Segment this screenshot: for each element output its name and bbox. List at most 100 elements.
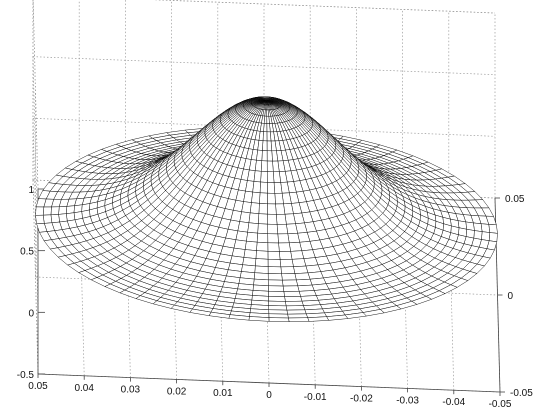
surface-patch: [488, 232, 498, 242]
surface-patch: [35, 206, 45, 216]
surface-patch: [267, 242, 280, 252]
surface-patch: [291, 258, 307, 267]
surface-patch: [273, 171, 281, 183]
surface-patch: [268, 291, 285, 297]
x-tick-label: -0.05: [489, 399, 512, 410]
z-tick-label: -0.5: [17, 370, 35, 381]
surface-patch: [285, 305, 306, 311]
surface-patch: [258, 203, 268, 215]
surface-patch: [260, 171, 268, 183]
x-tick-label: 0: [266, 390, 272, 401]
surface-patch: [256, 232, 269, 244]
surface-patch: [284, 213, 296, 225]
surface-patch: [253, 278, 269, 286]
surface-patch: [278, 242, 291, 252]
surface-patch: [267, 259, 282, 268]
gridline: [32, 118, 39, 313]
surface-patch: [287, 313, 308, 319]
gridline: [32, 179, 39, 375]
x-tick-label: -0.01: [304, 392, 327, 403]
surface-patch: [267, 251, 281, 260]
surface-patch: [259, 181, 268, 194]
surface-patch: [294, 272, 311, 281]
surface-patch: [233, 239, 247, 250]
surface-patch: [254, 265, 269, 274]
x-tick-label: 0.04: [74, 383, 94, 394]
surface-patch: [267, 273, 283, 281]
surface-patch: [284, 296, 303, 302]
surface-patch: [296, 278, 313, 287]
surface-patch: [276, 223, 289, 235]
surface-patch: [66, 212, 76, 222]
surface-patch: [286, 223, 298, 234]
surface-patch: [268, 279, 284, 287]
y-tick-label: 0: [508, 291, 514, 302]
surface-patch: [58, 206, 68, 215]
surface-patch: [282, 285, 300, 292]
surface-patch: [35, 214, 45, 225]
x-tick-label: 0.01: [213, 388, 233, 399]
surface-patch: [279, 251, 293, 260]
surface-patch: [42, 214, 53, 224]
surface-patch: [288, 317, 310, 322]
surface-patch: [257, 223, 268, 234]
surface-patch: [268, 309, 288, 315]
surface-patch: [243, 249, 257, 259]
surface-patch: [266, 123, 271, 133]
surface-patch: [268, 317, 290, 322]
z-tick-label: 1: [28, 185, 34, 196]
surface-patch: [235, 230, 248, 242]
surface-patch: [287, 233, 300, 244]
surface-patch: [293, 265, 309, 274]
surface-patch: [259, 192, 268, 205]
x-tick-label: -0.02: [350, 394, 373, 405]
surface-patch: [481, 231, 491, 241]
surface-patch: [281, 273, 297, 281]
surface-patch: [42, 206, 52, 216]
x-tick-label: -0.03: [396, 395, 419, 406]
surface-patch: [241, 201, 252, 214]
z-tick-label: 0: [28, 308, 34, 319]
surface-patch: [290, 250, 305, 260]
surface-patch: [267, 203, 277, 215]
surface-patch: [243, 190, 253, 203]
surface-patch: [267, 266, 282, 275]
surface-patch: [275, 203, 286, 215]
surface-patch: [260, 160, 268, 172]
surface-patch: [268, 285, 285, 292]
surface-patch: [307, 316, 329, 322]
surface-patch: [267, 213, 278, 225]
surface-patch: [268, 300, 287, 307]
surface-patch: [480, 223, 491, 233]
surface-patch: [280, 266, 296, 275]
surface-patch: [274, 192, 284, 205]
surface-patch: [277, 233, 290, 244]
surface-patch: [249, 202, 260, 214]
surface-patch: [279, 259, 294, 268]
x-tick-label: -0.04: [442, 397, 465, 408]
surface-patch: [267, 223, 279, 235]
surface-patch: [251, 191, 261, 204]
surface-patch: [301, 249, 316, 259]
surface-patch: [303, 257, 319, 267]
y-tick-label: 0.05: [505, 194, 525, 205]
x-tick-label: 0.02: [167, 386, 187, 397]
x-tick-label: 0.03: [121, 385, 141, 396]
surface-patch: [246, 231, 258, 243]
surface-patch: [286, 309, 307, 315]
z-tick-label: 0.5: [20, 247, 34, 258]
tick-labels: 0.05 0.04 0.03 0.02 0.01 0 -0.01 -0.02 -0.03 -0.0…: [17, 185, 533, 410]
surface-patch: [228, 314, 250, 321]
surface-patch: [256, 149, 263, 161]
surface-patch: [255, 258, 269, 267]
surface-patch: [247, 222, 259, 234]
surface-mesh: [35, 96, 498, 322]
surface-patch: [50, 214, 60, 223]
surface-patch: [253, 272, 269, 281]
surface-patch: [239, 211, 251, 223]
surface-patch: [272, 160, 280, 172]
surface-patch: [297, 284, 315, 292]
surface-patch: [288, 242, 302, 252]
surface-patch: [248, 316, 270, 322]
surface-patch: [66, 205, 75, 214]
